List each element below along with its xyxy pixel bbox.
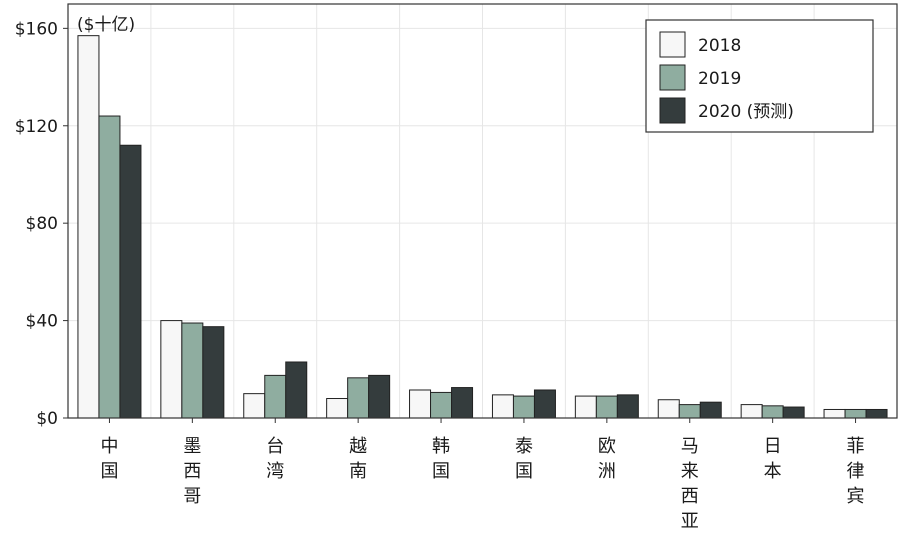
- category-label: 墨西哥: [183, 436, 201, 507]
- category-label: 欧洲: [598, 436, 616, 482]
- category-label: 台湾: [266, 436, 284, 482]
- bar: [202, 326, 225, 419]
- bar: [761, 405, 784, 419]
- y-tick-label: $0: [36, 409, 58, 429]
- bar: [285, 361, 308, 419]
- bar: [451, 387, 474, 419]
- bars: [77, 35, 888, 419]
- category-label: 日本: [764, 436, 782, 482]
- bar: [98, 115, 121, 419]
- legend-swatch: [659, 31, 686, 58]
- unit-label: ($十亿): [77, 15, 135, 35]
- bar: [77, 35, 100, 419]
- legend-label: 2018: [698, 36, 741, 56]
- bar: [844, 408, 867, 419]
- bar: [616, 394, 639, 419]
- bar: [409, 389, 432, 419]
- bar: [533, 389, 556, 419]
- bar: [595, 395, 618, 419]
- bar: [782, 406, 805, 419]
- bar: [865, 408, 888, 419]
- bar: [243, 393, 266, 419]
- bar: [491, 394, 514, 419]
- x-axis-categories: 中国 墨西哥 台湾 越南 韩国 泰国 欧洲 马来西亚 日本 菲律宾: [100, 418, 865, 532]
- y-tick-label: $80: [26, 214, 58, 234]
- bar: [823, 408, 846, 419]
- category-label: 马来西亚: [681, 436, 699, 532]
- legend-label: 2019: [698, 69, 741, 89]
- bar: [678, 404, 701, 419]
- bar: [326, 398, 349, 419]
- legend: 2018 2019 2020 (预测): [645, 19, 874, 133]
- bar: [181, 322, 204, 419]
- bar: [512, 395, 535, 419]
- plot-frame: [67, 3, 898, 419]
- category-label: 越南: [349, 436, 367, 482]
- category-label: 菲律宾: [847, 436, 865, 507]
- bar: [430, 391, 453, 419]
- bar: [699, 401, 722, 419]
- bar: [160, 320, 183, 419]
- bar: [574, 395, 597, 419]
- bar: [740, 404, 763, 419]
- legend-label: 2020 (预测): [698, 102, 794, 122]
- bar: [119, 144, 142, 419]
- y-tick-label: $40: [26, 312, 58, 332]
- category-label: 泰国: [515, 436, 533, 482]
- category-label: 中国: [100, 436, 118, 482]
- legend-swatch: [659, 97, 686, 124]
- bar: [264, 374, 287, 419]
- y-axis-ticks: $0 $40 $80 $120 $160: [15, 19, 68, 429]
- category-label: 韩国: [432, 436, 450, 482]
- bar: [347, 377, 370, 419]
- bar: [368, 374, 391, 419]
- y-tick-label: $120: [15, 117, 58, 137]
- legend-swatch: [659, 64, 686, 91]
- bar: [657, 399, 680, 419]
- y-tick-label: $160: [15, 19, 58, 39]
